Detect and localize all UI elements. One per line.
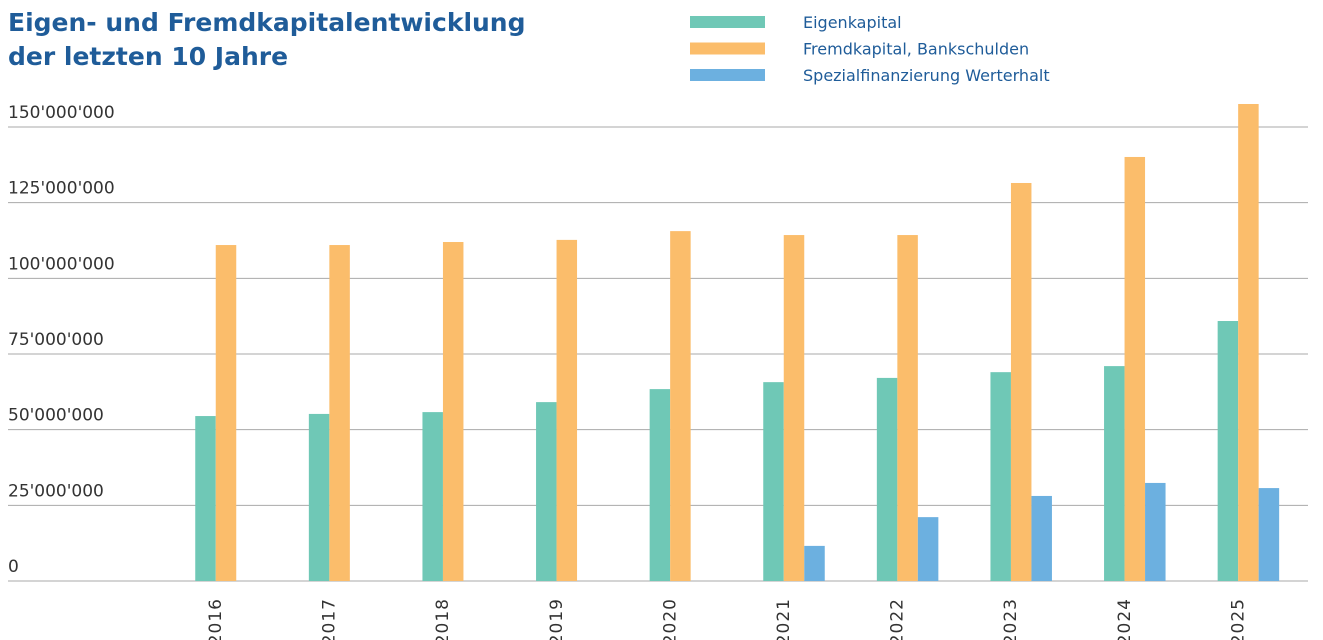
legend-swatch bbox=[690, 42, 765, 55]
bar bbox=[422, 412, 443, 581]
bar bbox=[783, 235, 805, 581]
y-tick-label: 125'000'000 bbox=[8, 179, 115, 199]
bar bbox=[215, 245, 237, 582]
legend-label: Spezialfinanzierung Werterhalt bbox=[803, 66, 1050, 85]
y-tick-label: 75'000'000 bbox=[8, 330, 104, 350]
y-tick-label: 150'000'000 bbox=[8, 103, 115, 123]
bar bbox=[536, 402, 557, 581]
x-tick-label: 2016 bbox=[206, 598, 226, 640]
legend-label: Eigenkapital bbox=[803, 13, 902, 32]
bar bbox=[990, 372, 1011, 581]
y-tick-label: 25'000'000 bbox=[8, 481, 104, 501]
chart-title: Eigen- und Fremdkapitalentwicklung der l… bbox=[8, 8, 526, 71]
x-tick-label: 2025 bbox=[1228, 598, 1248, 640]
x-tick-label: 2020 bbox=[660, 598, 680, 640]
bar bbox=[649, 389, 671, 581]
bar bbox=[917, 517, 939, 581]
bar bbox=[442, 242, 464, 581]
x-tick-label: 2024 bbox=[1115, 598, 1135, 640]
bar bbox=[1238, 103, 1259, 582]
bar bbox=[1010, 182, 1032, 581]
bar bbox=[556, 239, 578, 582]
y-tick-label: 50'000'000 bbox=[8, 406, 104, 426]
bar bbox=[1031, 495, 1052, 581]
x-tick-label: 2018 bbox=[433, 598, 453, 640]
legend-swatch bbox=[690, 69, 765, 81]
bar bbox=[670, 231, 691, 581]
y-tick-label: 0 bbox=[8, 557, 19, 577]
bar bbox=[195, 416, 216, 581]
legend-swatch bbox=[690, 16, 765, 28]
x-tick-label: 2023 bbox=[1001, 598, 1021, 640]
bar bbox=[1124, 156, 1146, 582]
bar bbox=[804, 545, 825, 581]
bar bbox=[308, 413, 330, 581]
bar bbox=[1104, 366, 1125, 581]
x-tick-label: 2017 bbox=[320, 598, 340, 640]
legend-label: Fremdkapital, Bankschulden bbox=[803, 40, 1029, 59]
bar bbox=[1258, 488, 1280, 581]
bar bbox=[897, 235, 918, 581]
bar bbox=[1217, 321, 1239, 581]
x-tick-label: 2019 bbox=[547, 598, 567, 640]
bar bbox=[1145, 482, 1166, 581]
bar bbox=[329, 245, 350, 582]
x-tick-label: 2021 bbox=[774, 598, 794, 640]
bar bbox=[763, 382, 784, 581]
bar bbox=[876, 377, 898, 581]
y-tick-label: 100'000'000 bbox=[8, 254, 115, 274]
x-tick-label: 2022 bbox=[888, 598, 908, 640]
